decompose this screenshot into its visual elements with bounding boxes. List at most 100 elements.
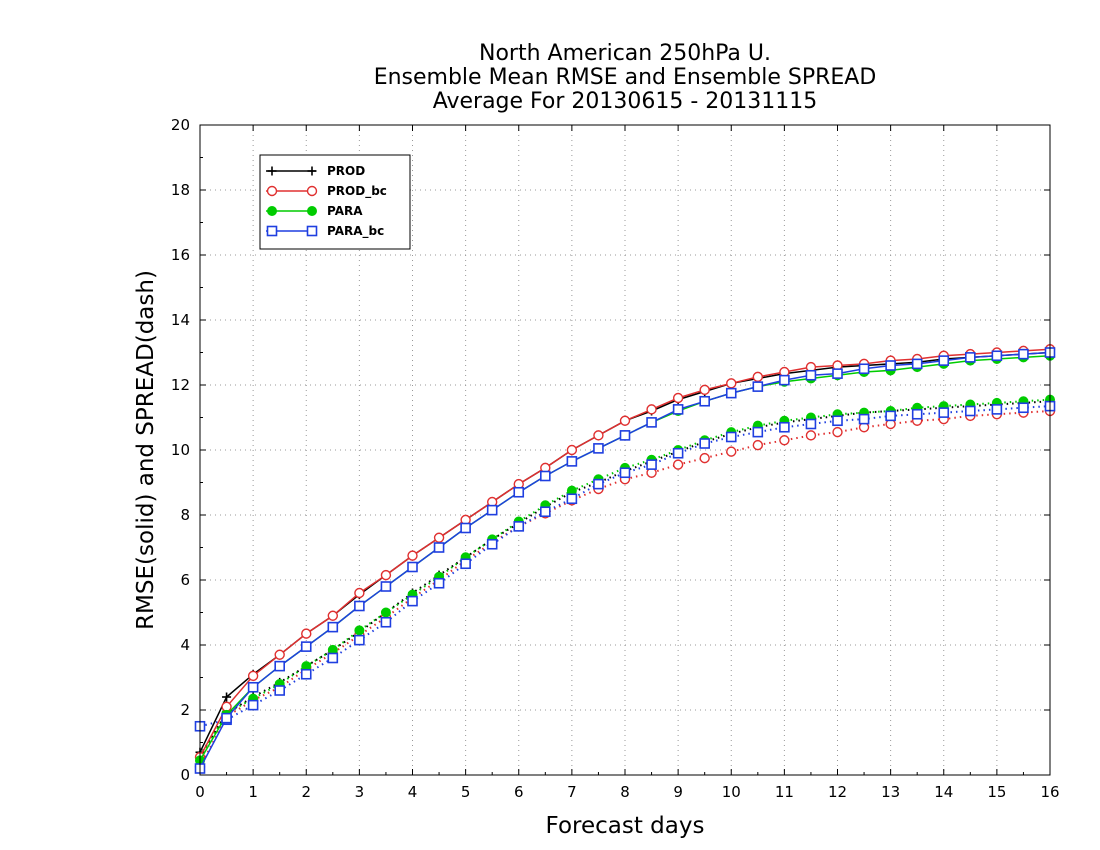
series-para-bc-spread-point xyxy=(274,685,285,696)
series-para-bc-rmse-point xyxy=(752,381,764,392)
series-para-bc-spread-point xyxy=(832,415,843,427)
series-para-bc-rmse-point xyxy=(965,352,976,363)
series-para-bc-rmse-point xyxy=(300,641,312,652)
y-axis-label: RMSE(solid) and SPREAD(dash) xyxy=(133,270,159,630)
series-para-bc-spread-point xyxy=(460,558,471,570)
legend-item-prod: PROD xyxy=(266,164,365,178)
y-tick-label: 18 xyxy=(171,181,190,199)
series-para-bc-spread-point xyxy=(1018,402,1029,414)
y-tick-label: 12 xyxy=(171,376,190,394)
x-tick-label: 12 xyxy=(828,783,847,801)
series-para-bc-rmse-point xyxy=(327,621,339,633)
x-tick-label: 4 xyxy=(408,783,418,801)
x-tick-label: 7 xyxy=(567,783,577,801)
series-para-bc-rmse-point xyxy=(354,600,365,612)
series-para-bc-spread-point xyxy=(619,467,631,479)
series-prod-bc-rmse-point xyxy=(301,628,312,639)
series-para-bc-spread-point xyxy=(247,699,259,711)
series-para-bc-rmse-point xyxy=(247,681,259,693)
series-para-bc-rmse-point xyxy=(407,561,418,573)
legend-label: PROD xyxy=(327,164,365,178)
legend-marker xyxy=(306,225,318,237)
series-para-bc-rmse-point xyxy=(779,374,790,386)
series-para-bc-rmse-point xyxy=(885,360,896,371)
series-para-bc-rmse-point xyxy=(938,355,950,366)
series-para-bc-rmse-point xyxy=(805,369,817,381)
series-prod-bc-spread-point xyxy=(779,435,790,446)
series-para-bc-spread-point xyxy=(300,668,312,680)
y-tick-label: 20 xyxy=(171,116,190,134)
series-prod-bc-rmse-point xyxy=(646,404,657,415)
x-tick-label: 9 xyxy=(673,783,683,801)
series-prod-bc-rmse-point xyxy=(354,587,365,599)
series-para-bc-rmse-point xyxy=(566,456,578,467)
series-prod-bc-rmse-point xyxy=(593,430,604,441)
series-para-bc-rmse-point xyxy=(672,404,684,415)
series-prod-bc-spread-point xyxy=(726,446,737,457)
series-prod-bc-spread xyxy=(194,405,1056,773)
chart-title-line-3: Average For 20130615 - 20131115 xyxy=(433,89,818,114)
x-tick-label: 13 xyxy=(881,783,900,801)
x-tick-label: 0 xyxy=(195,783,205,801)
legend-marker xyxy=(306,185,318,197)
x-tick-label: 14 xyxy=(934,783,953,801)
series-para-bc-rmse-point xyxy=(540,470,551,482)
series-prod-bc-rmse-point xyxy=(726,378,737,389)
series-para-bc-rmse-point xyxy=(832,368,843,379)
x-tick-label: 11 xyxy=(775,783,794,801)
series-para-bc-spread-point xyxy=(858,413,870,425)
series-para-bc-rmse-point xyxy=(380,581,392,592)
series-prod-bc-rmse-point xyxy=(699,384,710,396)
series-prod-bc-rmse-point xyxy=(619,415,631,426)
x-tick-label: 10 xyxy=(722,783,741,801)
series-para-bc-spread-point xyxy=(885,410,896,422)
series-prod-rmse-point xyxy=(222,692,232,702)
series-prod-bc-spread-point xyxy=(832,426,843,438)
series-para-bc-rmse-point xyxy=(725,387,737,399)
series-para-bc-rmse-point xyxy=(433,542,445,553)
series-prod-bc-spread-point xyxy=(672,459,684,470)
series-prod-bc-spread-point xyxy=(699,452,710,464)
x-tick-label: 15 xyxy=(987,783,1006,801)
y-tick-label: 8 xyxy=(180,506,190,524)
series-para-spread-line xyxy=(199,398,1051,758)
series-para-bc-rmse-point xyxy=(593,443,604,454)
series-para-bc-rmse xyxy=(194,347,1056,774)
legend: PROD PROD_bc PARA PARA_bc xyxy=(259,154,411,250)
series-para-bc-spread-point xyxy=(779,421,790,433)
legend-item-para: PARA xyxy=(266,204,363,218)
legend-marker xyxy=(307,166,317,176)
x-tick-label: 1 xyxy=(248,783,258,801)
series-para-bc-rmse-point xyxy=(274,660,285,672)
series-para-bc-rmse-point xyxy=(619,430,631,441)
series-para-bc-spread-point xyxy=(327,652,339,664)
series-para-bc-spread-point xyxy=(380,616,392,628)
series-para-bc-spread-point xyxy=(699,438,710,449)
y-tick-label: 14 xyxy=(171,311,190,329)
chart-title-line-2: Ensemble Mean RMSE and Ensemble SPREAD xyxy=(374,65,877,90)
y-tick-label: 6 xyxy=(180,571,190,589)
series-para-bc-spread-point xyxy=(911,408,923,420)
series-prod-bc-rmse-point xyxy=(247,670,259,682)
series-para-bc-rmse-point xyxy=(221,712,232,724)
y-tick-label: 2 xyxy=(180,701,190,719)
series-prod-bc-rmse-point xyxy=(407,550,418,561)
series-para-bc-spread-point xyxy=(646,459,657,470)
series-prod-bc-rmse-point xyxy=(672,392,684,404)
series-prod-bc-rmse-point xyxy=(566,444,578,456)
series-para-bc-spread-point xyxy=(725,431,737,443)
series-para-bc-spread-point xyxy=(433,577,445,589)
y-tick-label: 16 xyxy=(171,246,190,264)
x-tick-label: 5 xyxy=(461,783,471,801)
x-tick-label: 3 xyxy=(355,783,365,801)
legend-marker xyxy=(266,185,278,197)
y-tick-label: 0 xyxy=(180,766,190,784)
legend-label: PROD_bc xyxy=(327,184,387,199)
series-para-bc-spread-point xyxy=(752,426,764,438)
series-para-bc-rmse-point xyxy=(858,363,870,375)
series-para-bc-spread-line xyxy=(199,405,1051,728)
series-para-bc-spread-point xyxy=(965,405,976,417)
x-tick-label: 2 xyxy=(301,783,311,801)
series-para-bc-rmse-point xyxy=(460,522,471,534)
